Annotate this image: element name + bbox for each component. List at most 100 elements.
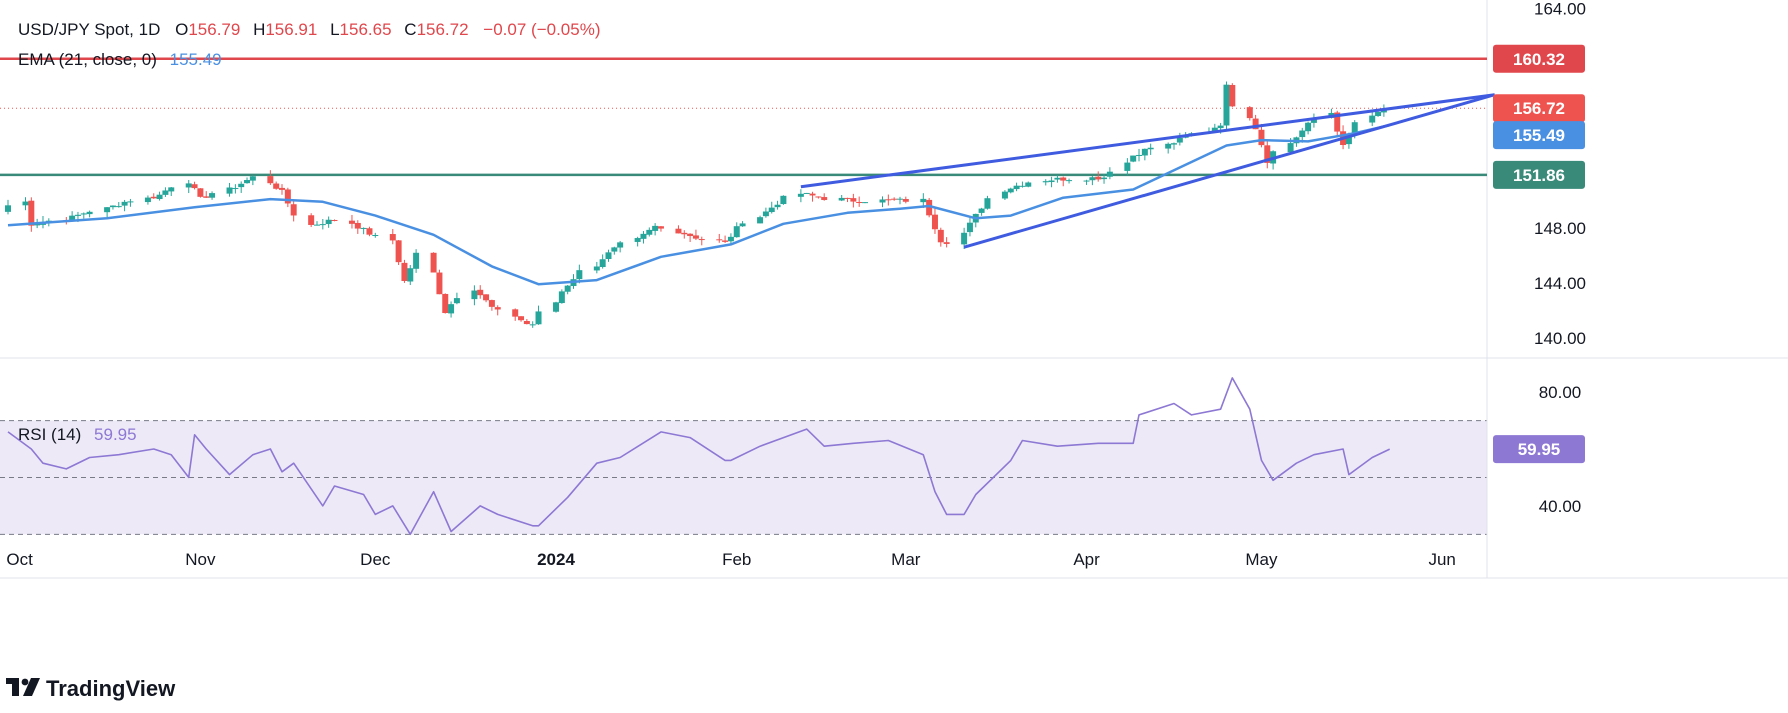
candle-body: [593, 266, 600, 271]
candle-body: [1217, 125, 1224, 129]
candle-body: [599, 259, 606, 268]
candle-body: [768, 207, 775, 213]
ema-legend[interactable]: EMA (21, close, 0) 155.49: [18, 50, 226, 70]
rsi-band-layer: [0, 420, 1487, 535]
candle-body: [448, 304, 455, 314]
candle-body: [862, 202, 869, 204]
levels-layer: [0, 57, 1487, 177]
candle-body: [430, 252, 437, 273]
candle-body: [226, 187, 233, 194]
tradingview-logo-icon: [6, 676, 40, 702]
change-value: −0.07 (−0.05%): [483, 20, 601, 39]
candle-body: [605, 252, 612, 260]
candle-body: [926, 199, 933, 216]
candle-body: [1258, 129, 1265, 146]
time-tick-label: Nov: [185, 550, 216, 569]
candle-body: [366, 228, 373, 235]
candle-body: [401, 262, 408, 281]
candle-body: [1223, 84, 1230, 126]
candle-body: [1229, 84, 1236, 107]
candle-body: [1060, 177, 1067, 181]
high-value: 156.91: [265, 20, 318, 39]
candle-body: [144, 197, 151, 203]
candle-body: [1054, 177, 1061, 180]
price-tick-label: 140.00: [1534, 329, 1586, 348]
candle-body: [494, 307, 501, 310]
lower-trendline: [963, 93, 1496, 249]
candle-body: [529, 324, 536, 326]
candles-layer: [5, 81, 1387, 328]
candle-body: [150, 196, 157, 199]
open-value: 156.79: [188, 20, 241, 39]
candle-body: [780, 195, 787, 205]
candle-body: [1375, 112, 1382, 117]
candle-body: [762, 211, 769, 217]
candle-body: [1147, 147, 1154, 150]
candle-body: [652, 225, 659, 231]
candle-body: [331, 219, 338, 221]
candle-body: [681, 232, 688, 235]
candle-body: [1141, 148, 1148, 156]
candle-body: [727, 236, 734, 242]
candle-body: [69, 215, 76, 221]
candle-body: [156, 194, 163, 200]
rsi-legend[interactable]: RSI (14) 59.95: [18, 425, 141, 445]
candle-body: [1089, 177, 1096, 181]
candle-body: [1130, 155, 1137, 162]
candle-body: [961, 232, 968, 245]
ema-line: [7, 123, 1390, 286]
candle-body: [1095, 176, 1102, 180]
candle-body: [966, 222, 973, 233]
time-tick-label: Jun: [1428, 550, 1455, 569]
time-tick-label: Feb: [722, 550, 751, 569]
candle-body: [1211, 127, 1218, 133]
candle-body: [512, 309, 519, 317]
candle-body: [920, 198, 927, 203]
candle-body: [1066, 180, 1073, 182]
candle-body: [1124, 162, 1131, 171]
candle-body: [675, 228, 682, 234]
candle-body: [774, 204, 781, 208]
candle-body: [1048, 180, 1055, 183]
candle-body: [209, 193, 216, 198]
resistance-price-label: 160.32: [1513, 50, 1565, 69]
candle-body: [558, 291, 565, 304]
tradingview-brand[interactable]: TradingView: [6, 676, 175, 702]
candle-body: [319, 224, 326, 226]
candle-body: [127, 201, 134, 203]
price-tick-label: 148.00: [1534, 219, 1586, 238]
rsi-value-label: 59.95: [1518, 440, 1561, 459]
candle-body: [1252, 118, 1259, 130]
time-tick-label: Apr: [1073, 550, 1100, 569]
candle-body: [809, 193, 816, 196]
candle-body: [698, 239, 705, 241]
candle-body: [115, 206, 122, 208]
candle-body: [1305, 122, 1312, 132]
candle-body: [891, 198, 898, 200]
last-price-label-bg: [1493, 94, 1585, 123]
candle-body: [797, 193, 804, 197]
candle-body: [109, 205, 116, 208]
candle-body: [1042, 181, 1049, 183]
price-labels-layer: 160.32 151.86 156.72 155.49 59.95: [1493, 44, 1585, 464]
candle-body: [896, 198, 903, 200]
candle-body: [453, 298, 460, 304]
candle-body: [477, 289, 484, 296]
ema-price-label: 155.49: [1513, 126, 1565, 145]
candle-body: [308, 215, 315, 225]
candle-body: [191, 184, 198, 189]
candle-body: [1310, 118, 1317, 123]
candle-body: [885, 199, 892, 201]
support-price-label-bg: [1493, 160, 1585, 189]
high-label: H: [253, 20, 266, 39]
candle-body: [1083, 180, 1090, 182]
candle-body: [74, 214, 81, 216]
rsi-layer: [7, 377, 1391, 536]
ema-legend-value: 155.49: [169, 50, 222, 69]
ema-layer: [7, 123, 1390, 286]
candle-body: [249, 176, 256, 181]
symbol-label[interactable]: USD/JPY Spot, 1D: [18, 20, 161, 39]
close-value: 156.72: [416, 20, 469, 39]
